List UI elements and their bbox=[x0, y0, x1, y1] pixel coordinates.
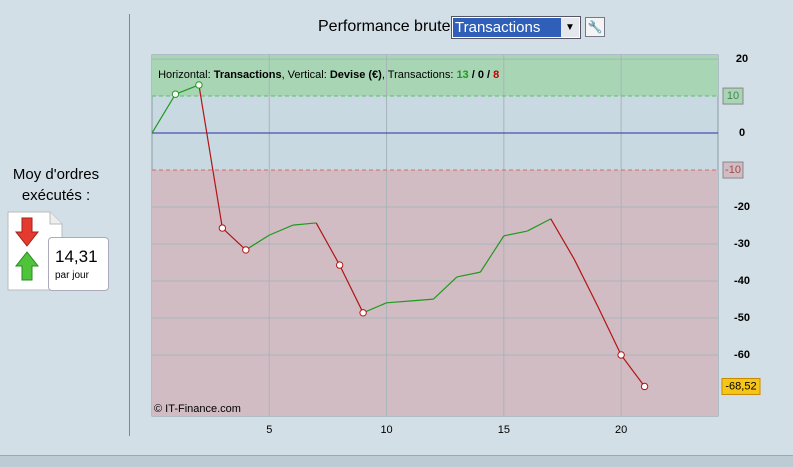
y-tick-label: -20 bbox=[734, 201, 750, 213]
point-marker bbox=[218, 224, 227, 232]
x-tick-label: 10 bbox=[380, 424, 392, 436]
line-segment bbox=[620, 354, 646, 387]
last-value-label: -68,52 bbox=[725, 380, 756, 392]
y-tick-label: 0 bbox=[739, 127, 745, 139]
chart-title: Performance brute bbox=[318, 18, 451, 35]
point-marker bbox=[617, 351, 625, 359]
info-text: Horizontal: bbox=[158, 69, 214, 81]
line-segment bbox=[221, 227, 247, 251]
line-segment bbox=[339, 264, 364, 314]
line-segment bbox=[198, 84, 223, 229]
line-segment bbox=[245, 234, 270, 251]
y-tick-label: 20 bbox=[736, 53, 748, 65]
threshold-box bbox=[722, 161, 744, 179]
line-segment bbox=[386, 300, 411, 304]
point-marker bbox=[171, 90, 180, 98]
line-segment bbox=[550, 218, 575, 260]
line-segment bbox=[362, 302, 387, 314]
y-tick-label: -40 bbox=[734, 275, 750, 287]
line-segment bbox=[456, 271, 481, 278]
select-arrow: ▼ bbox=[561, 18, 579, 37]
credit: © IT-Finance.com bbox=[154, 403, 241, 415]
chart-info: Horizontal: Transactions, Vertical: Devi… bbox=[155, 57, 499, 81]
info-count: 0 bbox=[477, 69, 484, 81]
x-tick-label: 5 bbox=[266, 424, 272, 436]
x-tick-label: 20 bbox=[615, 424, 627, 436]
line-segment bbox=[409, 298, 434, 302]
line-segment bbox=[573, 258, 599, 307]
line-segment bbox=[597, 305, 622, 356]
line-segment bbox=[479, 235, 505, 273]
threshold-label: -10 bbox=[725, 164, 741, 176]
line-segment bbox=[269, 224, 293, 236]
settings-button[interactable]: 🔧 bbox=[585, 17, 605, 37]
info-text: Transactions bbox=[213, 69, 282, 81]
info-text: Devise (€) bbox=[329, 69, 382, 81]
line-segment bbox=[527, 218, 552, 232]
x-tick-label: 15 bbox=[498, 424, 510, 436]
line-segment bbox=[315, 222, 341, 266]
threshold-label: 10 bbox=[727, 90, 739, 102]
point-marker bbox=[242, 246, 250, 254]
info-text: , Vertical: bbox=[281, 69, 330, 81]
line-segment bbox=[175, 84, 200, 95]
select-value: Transactions bbox=[453, 18, 561, 37]
divider bbox=[129, 14, 130, 436]
info-separator: / bbox=[483, 69, 494, 81]
status-strip bbox=[0, 455, 793, 467]
info-count: 13 bbox=[456, 69, 469, 81]
y-tick-label: -60 bbox=[734, 349, 750, 361]
point-marker bbox=[335, 261, 344, 269]
last-value-box bbox=[721, 377, 761, 395]
point-marker bbox=[195, 81, 203, 89]
line-segment bbox=[433, 276, 458, 300]
threshold-box bbox=[722, 87, 744, 105]
avg-value: 14,31 bbox=[55, 247, 98, 266]
line-segment bbox=[151, 93, 176, 134]
info-count: 8 bbox=[493, 69, 500, 81]
chart: 5 10 15 20 20 0 -20 -30 -40 -50 -60 10 -10 -68,52 bbox=[151, 53, 761, 436]
upper-zone bbox=[152, 55, 718, 97]
info-separator: / bbox=[468, 69, 478, 81]
lower-zone bbox=[152, 170, 718, 416]
select[interactable]: Transactions ▼ bbox=[451, 16, 581, 39]
y-tick-label: -50 bbox=[734, 312, 750, 324]
point-marker bbox=[359, 309, 367, 317]
y-tick-label: -30 bbox=[734, 238, 750, 250]
point-marker bbox=[640, 382, 649, 391]
avg-unit: par jour bbox=[55, 270, 89, 281]
avg-box: 14,31 par jour bbox=[48, 237, 109, 291]
avg-label: Moy d'ordres exécutés : bbox=[12, 166, 100, 204]
line-segment bbox=[292, 222, 317, 226]
line-segment bbox=[503, 230, 528, 237]
info-text: , Transactions: bbox=[381, 69, 457, 81]
